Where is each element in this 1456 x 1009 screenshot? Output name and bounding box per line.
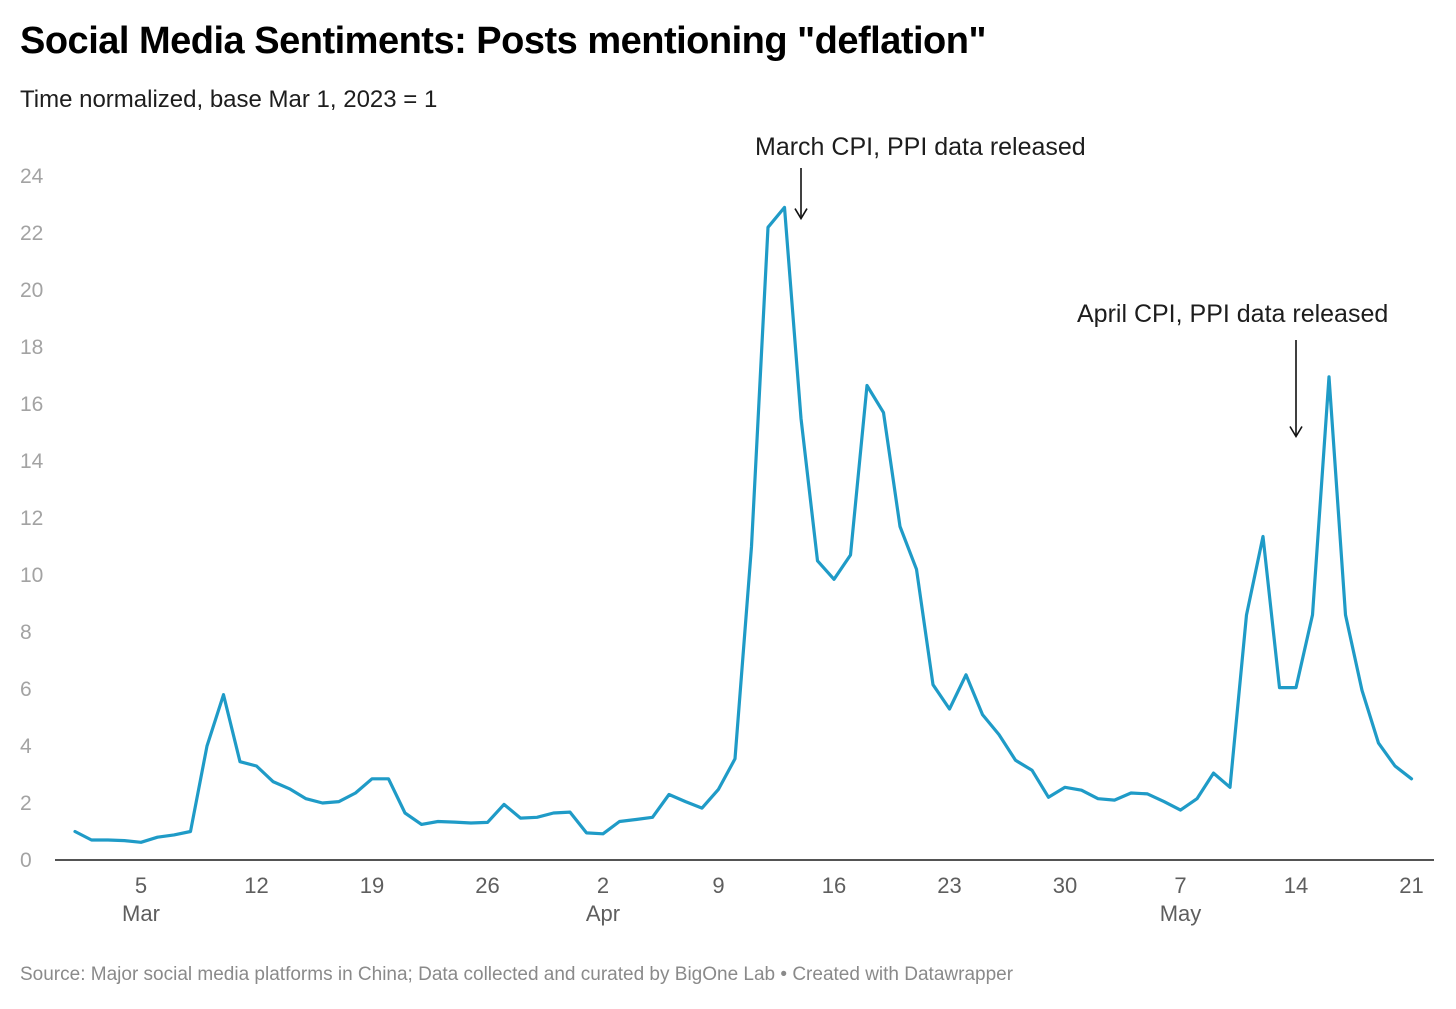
- x-tick-label: 16: [822, 873, 846, 898]
- y-tick-label: 2: [20, 792, 32, 815]
- x-tick-label: 23: [937, 873, 961, 898]
- x-tick-label: 26: [475, 873, 499, 898]
- series-line: [73, 205, 1414, 844]
- chart-subtitle: Time normalized, base Mar 1, 2023 = 1: [20, 86, 438, 113]
- y-tick-label: 22: [20, 222, 43, 245]
- y-tick-label: 18: [20, 336, 43, 359]
- x-tick-label: 5: [135, 873, 147, 898]
- x-month-label: Mar: [122, 901, 160, 926]
- annotation-arrowhead: [794, 208, 808, 221]
- y-tick-label: 20: [20, 279, 43, 302]
- y-tick-label: 24: [20, 165, 44, 188]
- annotation-arrowhead: [1289, 426, 1303, 439]
- x-tick-label: 14: [1284, 873, 1308, 898]
- x-tick-label: 21: [1399, 873, 1423, 898]
- y-tick-label: 6: [20, 678, 32, 701]
- annotation-label: March CPI, PPI data released: [755, 133, 1086, 161]
- y-tick-label: 16: [20, 393, 43, 416]
- y-tick-label: 14: [20, 450, 44, 473]
- x-month-label: May: [1160, 901, 1202, 926]
- y-tick-label: 8: [20, 621, 32, 644]
- x-tick-label: 30: [1053, 873, 1077, 898]
- chart-title: Social Media Sentiments: Posts mentionin…: [20, 20, 987, 62]
- x-tick-label: 12: [244, 873, 268, 898]
- x-month-label: Apr: [586, 901, 620, 926]
- y-tick-label: 0: [20, 849, 32, 872]
- annotation-label: April CPI, PPI data released: [1077, 300, 1388, 328]
- y-tick-label: 12: [20, 507, 43, 530]
- y-tick-label: 10: [20, 564, 43, 587]
- chart-source: Source: Major social media platforms in …: [20, 964, 1014, 985]
- x-tick-label: 19: [360, 873, 384, 898]
- x-tick-label: 2: [597, 873, 609, 898]
- x-tick-label: 7: [1174, 873, 1186, 898]
- x-tick-label: 9: [712, 873, 724, 898]
- y-tick-label: 4: [20, 735, 32, 758]
